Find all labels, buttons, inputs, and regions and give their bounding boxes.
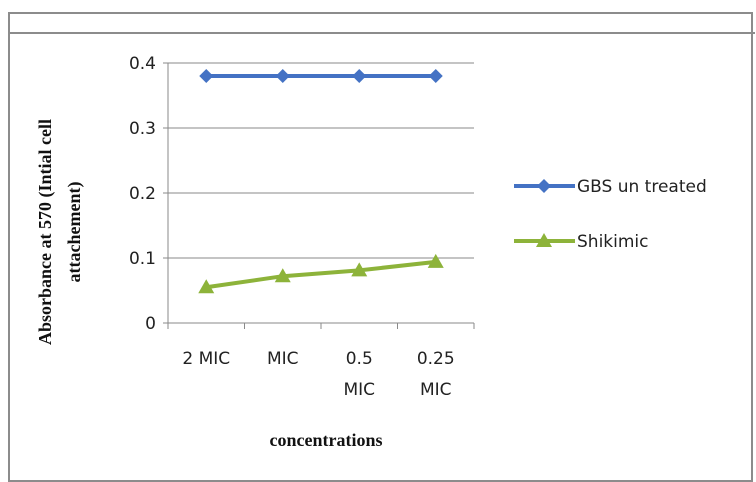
y-tick-label: 0.2: [129, 184, 156, 204]
data-point: [351, 262, 368, 277]
x-tick-label: MIC: [420, 380, 452, 400]
x-tick-labels: 2 MIC MIC 0.5 MIC 0.25 MIC: [182, 349, 454, 400]
y-tick-label: 0.4: [129, 54, 156, 74]
y-axis-label-line-2: attachement): [64, 182, 85, 283]
chart-header-strip: [10, 14, 755, 34]
grid-lines: [168, 62, 474, 259]
legend-marker: [537, 179, 551, 193]
y-axis-label-line-1: Absorbance at 570 (Intial cell: [35, 119, 56, 345]
legend-label: GBS un treated: [577, 177, 707, 197]
x-tick-label: MIC: [343, 380, 375, 400]
y-tick-labels: 0 0.1 0.2 0.3 0.4: [129, 54, 156, 334]
data-point: [274, 268, 291, 283]
data-point: [275, 69, 290, 83]
data-point: [352, 69, 367, 83]
x-tick-label: 0.25: [417, 349, 455, 369]
series-layer: [198, 69, 444, 294]
legend-marker: [536, 233, 552, 247]
data-point: [428, 69, 443, 83]
x-tick-label: 0.5: [346, 349, 373, 369]
x-tick-label: MIC: [267, 349, 299, 369]
y-tick-label: 0: [145, 314, 156, 334]
series-line: [205, 259, 436, 290]
y-tick-label: 0.3: [129, 119, 156, 139]
x-axis-label: concentrations: [270, 430, 383, 450]
data-point: [199, 69, 214, 83]
axes: [163, 62, 475, 329]
legend-label: Shikimic: [577, 232, 649, 252]
x-tick-label: 2 MIC: [182, 349, 230, 369]
chart-frame: [8, 12, 755, 482]
data-point: [198, 279, 215, 294]
y-tick-label: 0.1: [129, 249, 156, 269]
data-point: [427, 253, 444, 268]
legend: GBS un treated Shikimic: [514, 177, 707, 252]
